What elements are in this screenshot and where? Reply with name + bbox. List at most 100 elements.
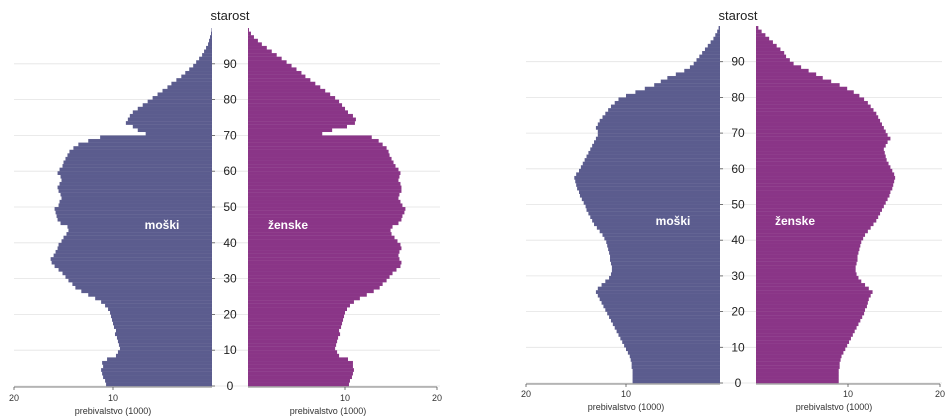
female-bar <box>756 125 884 130</box>
male-bar <box>592 218 720 223</box>
male-bar <box>610 258 720 262</box>
male-bar <box>595 125 720 130</box>
male-bar <box>582 161 720 166</box>
female-bar <box>756 311 865 316</box>
female-bar <box>756 368 839 373</box>
female-bar <box>756 104 871 109</box>
female-bar <box>756 179 895 184</box>
female-label-left: ženske <box>268 218 308 232</box>
female-bar <box>248 210 405 215</box>
female-bar <box>248 368 354 372</box>
age-tick-label: 80 <box>223 93 237 107</box>
age-tick-label: 60 <box>731 162 745 176</box>
age-tick-label: 50 <box>223 200 237 214</box>
male-bar <box>181 74 212 79</box>
female-bar <box>756 293 871 298</box>
female-bar <box>248 49 272 54</box>
male-bar <box>54 207 213 211</box>
age-tick-label: 10 <box>223 343 237 357</box>
male-bar <box>107 357 212 362</box>
female-bar <box>756 290 873 294</box>
female-bar <box>248 260 402 265</box>
male-bar <box>103 375 212 380</box>
female-bar <box>756 154 886 159</box>
female-bar <box>756 58 790 62</box>
male-bar <box>68 278 212 283</box>
female-bar <box>756 54 787 59</box>
male-bar <box>595 136 720 141</box>
female-bar <box>756 283 866 287</box>
male-bar <box>576 172 720 177</box>
female-bar <box>248 78 311 82</box>
male-bar <box>176 78 212 82</box>
female-bar <box>248 328 340 333</box>
male-bar <box>103 364 212 369</box>
female-bar <box>248 300 354 304</box>
female-bar <box>248 128 333 133</box>
female-bar <box>756 97 865 102</box>
female-bar <box>248 174 400 179</box>
female-bar <box>248 350 338 354</box>
male-bar <box>583 200 720 205</box>
x-tick-label: 10 <box>621 389 631 399</box>
male-bar <box>127 117 212 122</box>
female-bar <box>248 364 353 369</box>
male-bar <box>69 149 212 154</box>
male-bar <box>654 83 720 87</box>
age-tick-label: 20 <box>731 305 745 319</box>
male-bars-right <box>574 25 720 384</box>
male-bar <box>60 192 212 197</box>
female-bar <box>756 136 891 141</box>
female-bar <box>756 204 884 209</box>
male-bar <box>675 72 720 77</box>
female-bar <box>756 350 844 355</box>
female-bar <box>756 229 868 234</box>
male-bar <box>622 340 720 344</box>
female-bar <box>756 72 817 77</box>
male-bar <box>707 43 720 48</box>
male-bar <box>603 304 720 309</box>
female-bar <box>248 164 396 168</box>
male-bar <box>611 268 720 273</box>
male-bar <box>599 118 720 123</box>
female-bar <box>248 257 400 261</box>
female-bar <box>248 242 401 247</box>
female-bar <box>248 321 343 326</box>
male-bar <box>95 296 212 301</box>
female-bar <box>756 222 874 227</box>
female-bar <box>756 247 860 252</box>
male-bar <box>55 249 212 254</box>
female-bar <box>248 28 249 32</box>
female-bar <box>756 365 840 369</box>
male-bar <box>590 215 720 219</box>
male-bar <box>63 235 212 240</box>
female-bar <box>248 35 254 39</box>
female-bar <box>756 161 889 166</box>
age-tick-label: 0 <box>735 376 742 390</box>
female-bar <box>248 113 353 118</box>
female-bar <box>248 103 343 107</box>
male-bar <box>102 360 212 365</box>
male-bar <box>597 293 720 298</box>
female-bar <box>756 300 868 305</box>
male-bar <box>196 60 212 64</box>
male-bar <box>132 110 212 115</box>
male-bar <box>610 272 720 277</box>
female-bar <box>248 357 348 362</box>
male-bar <box>631 361 720 366</box>
male-bar <box>607 243 720 248</box>
female-bar <box>756 286 869 291</box>
male-bar <box>66 232 212 236</box>
male-bar <box>137 106 212 111</box>
male-bar <box>57 246 213 251</box>
male-bar <box>147 99 212 104</box>
male-bar <box>108 307 212 312</box>
female-bar <box>756 268 856 273</box>
male-bar <box>595 290 720 294</box>
female-bar <box>248 63 292 68</box>
male-bar <box>81 289 212 294</box>
female-bar <box>756 322 859 327</box>
male-bar <box>601 283 720 287</box>
female-bar <box>756 172 895 177</box>
female-bar <box>756 118 881 123</box>
